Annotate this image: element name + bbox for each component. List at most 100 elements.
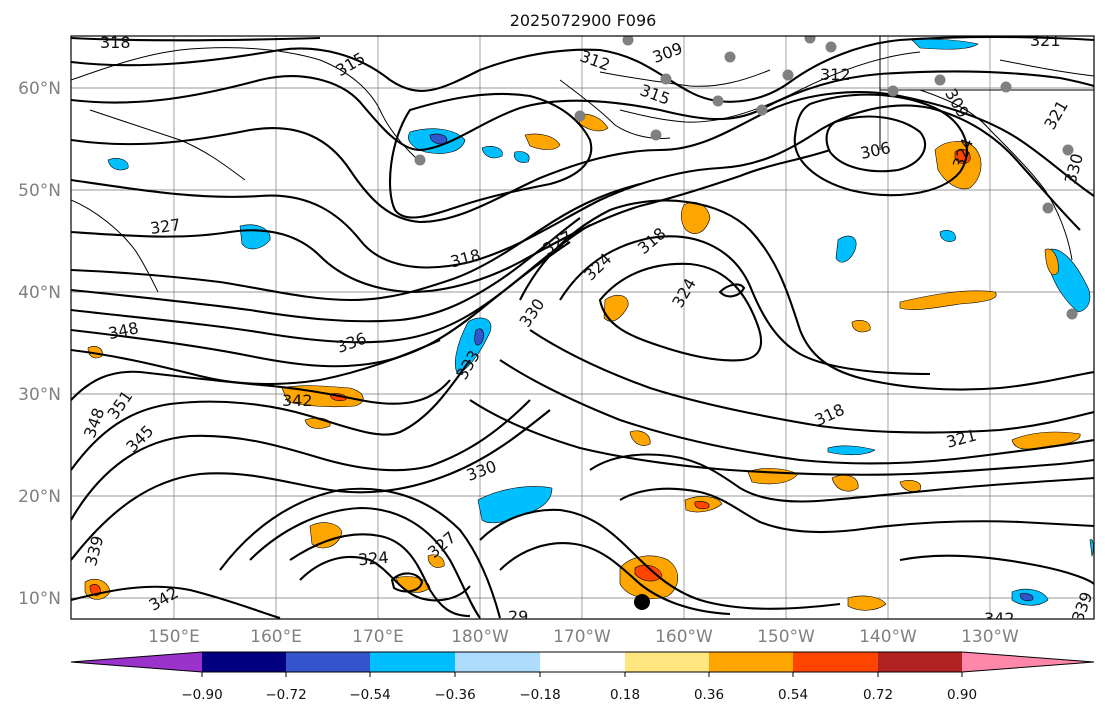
shade-orange xyxy=(831,475,859,492)
station-dot xyxy=(650,129,662,141)
lon-tick-label: 170°W xyxy=(553,627,611,647)
shade-orange xyxy=(899,480,922,492)
lat-tick-label: 50°N xyxy=(18,181,61,201)
contour-label: 348 xyxy=(106,318,140,343)
shade-lightblue xyxy=(911,38,979,50)
lon-tick-label: 150°W xyxy=(757,627,815,647)
shade-lightblue xyxy=(239,224,271,250)
shade-lightblue xyxy=(481,146,503,159)
shade-orange xyxy=(680,201,711,234)
contour-label: 321 xyxy=(1040,97,1072,133)
contour-label: 321 xyxy=(944,426,978,452)
station-dot xyxy=(804,36,816,44)
colorbar-tick-label: 0.90 xyxy=(947,687,977,703)
lat-tick-label: 40°N xyxy=(18,283,61,303)
shade-blue xyxy=(1019,593,1034,602)
colorbar-swatch xyxy=(709,652,793,672)
contour-label: 342 xyxy=(282,391,313,410)
lon-tick-label: 170°E xyxy=(352,627,404,647)
lon-tick-label: 160°W xyxy=(655,627,713,647)
station-markers xyxy=(414,36,1078,610)
colorbar-swatch xyxy=(625,652,709,672)
colorbar-arrow-high xyxy=(962,652,1094,672)
colorbar-tick-label: 0.36 xyxy=(694,687,724,703)
coastlines xyxy=(71,36,1094,293)
contour-label: 318 xyxy=(634,224,670,258)
station-dot xyxy=(724,51,736,63)
shade-orange xyxy=(851,320,871,333)
lon-tick-label: 150°E xyxy=(148,627,200,647)
shade-orange xyxy=(899,290,997,310)
contour-label: 342 xyxy=(984,609,1015,628)
contour-label: 318 xyxy=(812,400,848,430)
longitude-axis: 150°E 160°E 170°E 180°W 170°W 160°W 150°… xyxy=(148,627,1019,647)
station-dot xyxy=(782,69,794,81)
shade-lightblue xyxy=(1089,539,1094,558)
contour-label: 318 xyxy=(100,33,131,52)
contour-label: 345 xyxy=(122,421,157,456)
contour-label: 312 xyxy=(820,65,851,84)
contour-label: 324 xyxy=(668,275,700,311)
station-dot xyxy=(712,95,724,107)
colorbar-swatch xyxy=(793,652,878,672)
shade-orange xyxy=(629,430,651,446)
contour-label: 29 xyxy=(508,607,528,626)
lat-tick-label: 60°N xyxy=(18,79,61,99)
colorbar-tick-label: 0.72 xyxy=(863,687,893,703)
shade-red xyxy=(694,501,710,510)
contour-label: 324 xyxy=(580,249,615,284)
station-dot xyxy=(1066,308,1078,320)
colorbar-swatch xyxy=(455,652,540,672)
colorbar-tick-label: −0.90 xyxy=(181,687,222,703)
colorbar-tick-label: −0.54 xyxy=(349,687,390,703)
shade-orange xyxy=(281,385,364,408)
colorbar-swatch xyxy=(286,652,370,672)
station-dot xyxy=(574,110,586,122)
shade-orange xyxy=(524,133,561,150)
contour-label: 306 xyxy=(858,138,892,163)
contour-label: 327 xyxy=(149,215,182,238)
contour-label: 330 xyxy=(515,295,548,331)
lat-tick-label: 20°N xyxy=(18,487,61,507)
shade-orange xyxy=(309,522,343,549)
colorbar-arrow-low xyxy=(71,652,202,672)
shade-lightblue xyxy=(477,486,553,524)
station-dot xyxy=(634,594,650,610)
lon-tick-label: 130°W xyxy=(961,627,1019,647)
contour-label: 321 xyxy=(1030,31,1061,50)
figure-title: 2025072900 F096 xyxy=(510,11,657,30)
colorbar-tick-label: −0.18 xyxy=(519,687,560,703)
graticule xyxy=(71,36,1094,619)
shade-orange xyxy=(1011,431,1081,450)
colorbar-tick-label: −0.36 xyxy=(434,687,475,703)
shaded-anomalies xyxy=(84,38,1094,611)
shade-lightblue xyxy=(107,158,129,171)
shade-orange xyxy=(1044,248,1059,276)
contour-label: 336 xyxy=(334,329,369,357)
colorbar-swatch xyxy=(370,652,455,672)
colorbar-tick-label: −0.72 xyxy=(265,687,306,703)
colorbar-tick-label: 0.54 xyxy=(778,687,808,703)
shade-orange xyxy=(427,554,445,568)
station-dot xyxy=(756,104,768,116)
contour-label: 348 xyxy=(80,405,108,440)
colorbar-swatches xyxy=(70,651,1095,677)
colorbar-swatch xyxy=(540,652,625,672)
lon-tick-label: 160°E xyxy=(250,627,302,647)
contour-label: 330 xyxy=(1061,151,1087,185)
shade-orange xyxy=(603,294,629,322)
shade-lightblue xyxy=(835,235,857,263)
lon-tick-label: 140°W xyxy=(859,627,917,647)
lon-tick-label: 180°W xyxy=(451,627,509,647)
shade-lightblue xyxy=(514,151,530,163)
colorbar-tick-labels: −0.90 −0.72 −0.54 −0.36 −0.18 0.18 0.36 … xyxy=(181,687,977,703)
lat-tick-label: 30°N xyxy=(18,385,61,405)
station-dot xyxy=(660,73,672,85)
map-frame xyxy=(70,35,1095,620)
station-dot xyxy=(1042,202,1054,214)
shade-lightblue xyxy=(939,230,956,242)
station-dot xyxy=(1062,144,1074,156)
contour-label: 330 xyxy=(464,457,499,485)
station-dot xyxy=(887,85,899,97)
